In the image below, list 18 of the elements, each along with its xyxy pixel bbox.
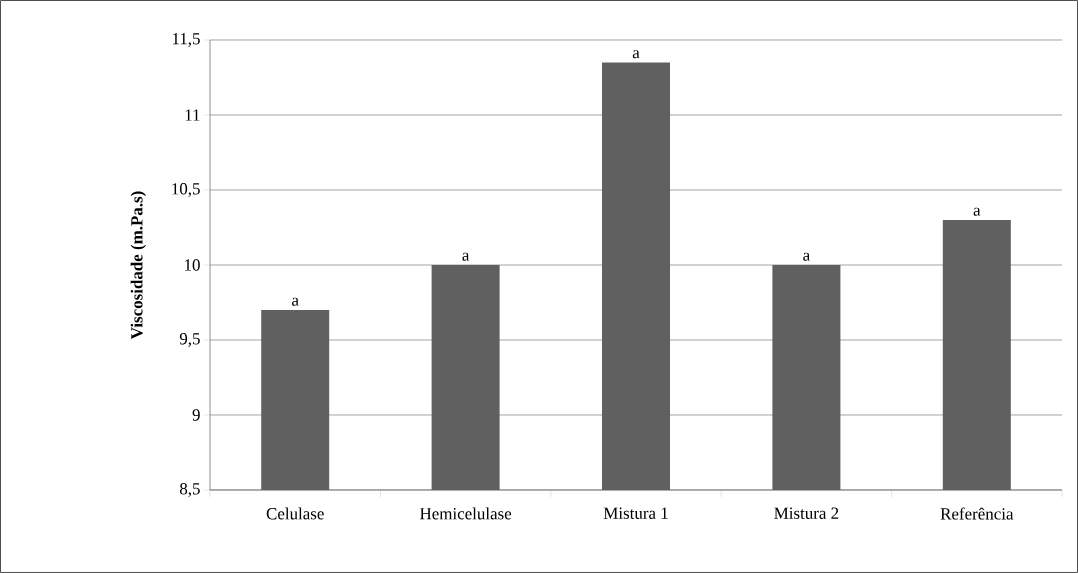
y-tick-label: 9,5: [179, 333, 200, 347]
y-tick-label: 11,5: [172, 33, 200, 47]
annotation: a: [462, 252, 470, 261]
y-tick-label: 9: [192, 409, 200, 421]
y-tick-label: 8,5: [179, 483, 200, 497]
annotation: a: [803, 252, 810, 261]
y-axis-title: Viscosidade (m.Pa.s): [130, 191, 147, 340]
x-tick-label: Referência: [940, 507, 1014, 520]
x-tick-label: Celulase: [266, 507, 324, 520]
annotation: a: [292, 297, 299, 306]
y-tick-label: 11: [185, 109, 200, 121]
annotation: a: [632, 50, 640, 59]
y-tick-label: 10: [185, 259, 200, 271]
annotation: a: [973, 207, 981, 216]
y-tick-label: 10,5: [172, 183, 200, 197]
x-tick-label: Mistura 1: [603, 507, 668, 519]
x-tick-label: Hemicelulase: [420, 507, 512, 520]
x-tick-label: Mistura 2: [774, 507, 839, 519]
